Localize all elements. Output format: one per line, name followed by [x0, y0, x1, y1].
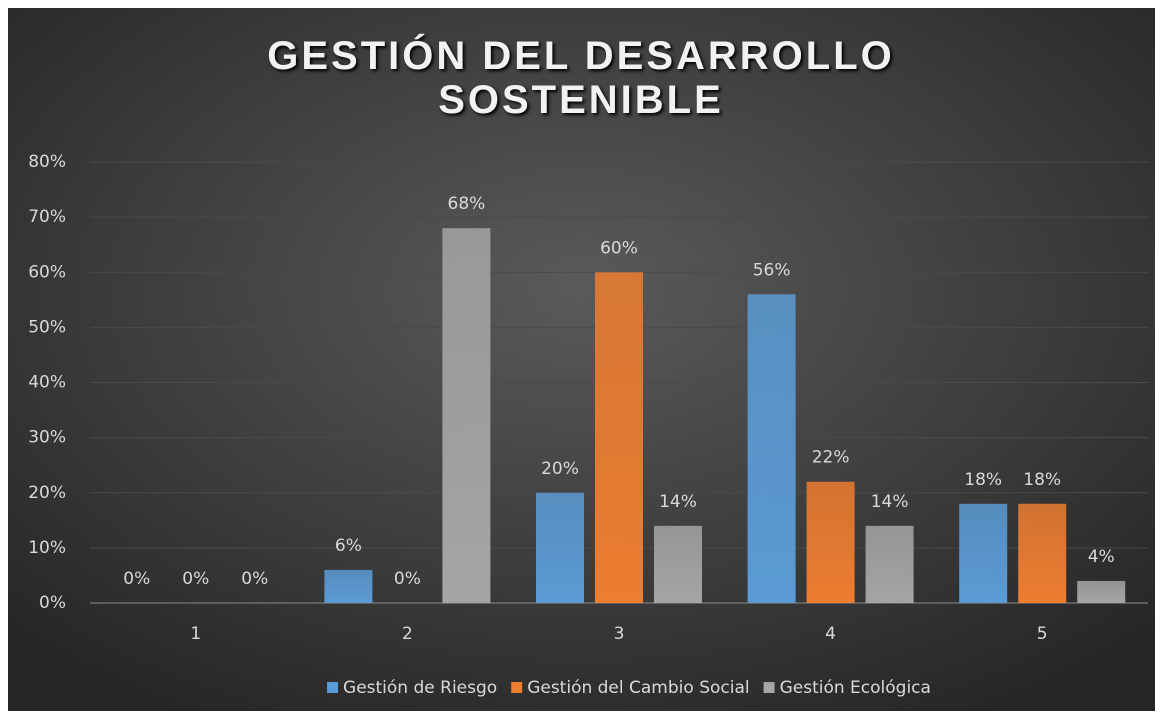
- bar: [324, 569, 373, 603]
- legend-swatch: [511, 682, 523, 693]
- data-label: 6%: [335, 536, 362, 556]
- data-label: 56%: [753, 260, 791, 280]
- y-tick-label: 0%: [39, 593, 66, 613]
- data-label: 22%: [812, 448, 850, 468]
- bar: [865, 525, 914, 603]
- data-label: 20%: [541, 459, 579, 479]
- bar: [595, 272, 643, 603]
- chart-title: GESTIÓN DEL DESARROLLO SOSTENIBLE: [267, 34, 895, 122]
- bar: [747, 294, 796, 603]
- data-label: 68%: [448, 194, 486, 214]
- x-tick-label: 5: [1037, 624, 1048, 644]
- data-label: 18%: [964, 470, 1002, 490]
- bar: [536, 492, 584, 603]
- y-tick-label: 80%: [28, 152, 66, 172]
- y-tick-label: 70%: [28, 207, 66, 227]
- data-label: 0%: [394, 569, 421, 589]
- x-tick-label: 1: [190, 624, 201, 644]
- data-label: 0%: [241, 569, 268, 589]
- bar: [959, 503, 1008, 603]
- y-tick-label: 60%: [28, 262, 66, 282]
- data-label: 0%: [123, 569, 150, 589]
- y-tick-label: 20%: [28, 483, 66, 503]
- y-tick-label: 10%: [28, 538, 66, 558]
- data-label: 4%: [1088, 547, 1115, 567]
- bar: [442, 228, 491, 603]
- data-label: 18%: [1023, 470, 1061, 490]
- legend-label: Gestión Ecológica: [780, 678, 931, 698]
- x-tick-label: 2: [402, 624, 413, 644]
- y-tick-label: 30%: [28, 428, 66, 448]
- legend-label: Gestión de Riesgo: [343, 678, 497, 698]
- y-tick-label: 40%: [28, 373, 66, 393]
- bar: [1018, 503, 1067, 603]
- data-label: 0%: [182, 569, 209, 589]
- legend-swatch: [763, 682, 775, 693]
- data-label: 60%: [600, 238, 638, 258]
- y-tick-label: 50%: [28, 317, 66, 337]
- data-label: 14%: [659, 492, 697, 512]
- bar: [1077, 580, 1126, 603]
- bar: [654, 525, 702, 603]
- x-tick-label: 4: [825, 624, 836, 644]
- bar: [806, 481, 855, 603]
- legend-label: Gestión del Cambio Social: [527, 678, 749, 698]
- x-tick-label: 3: [614, 624, 625, 644]
- data-label: 14%: [871, 492, 909, 512]
- legend-swatch: [327, 682, 339, 693]
